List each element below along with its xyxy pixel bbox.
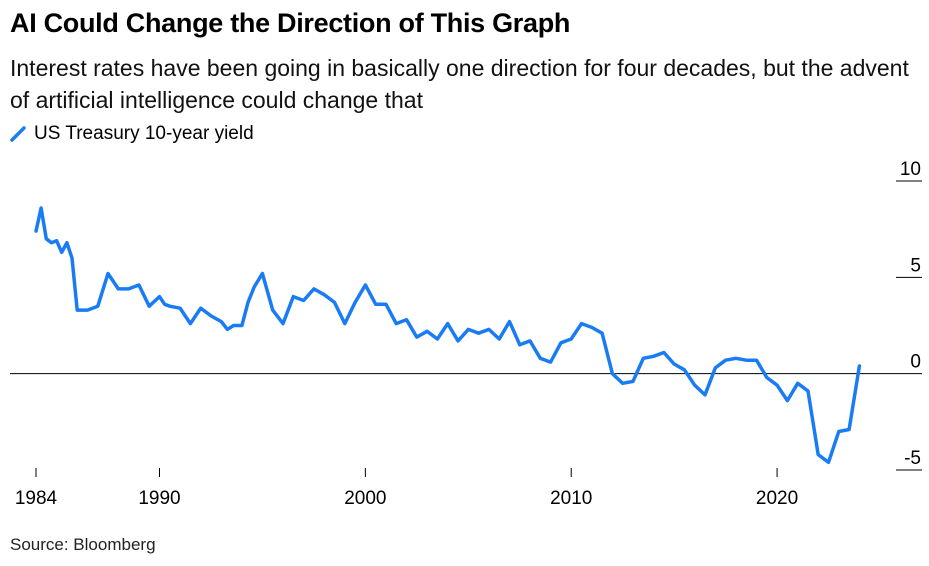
source-note: Source: Bloomberg xyxy=(10,535,156,554)
x-tick-label: 2010 xyxy=(550,488,592,509)
y-axis: 10 5 0 -5 xyxy=(896,159,922,471)
y-tick-label: 5 xyxy=(910,255,921,276)
series-line-us-treasury-10yr xyxy=(34,206,862,465)
legend: US Treasury 10-year yield xyxy=(10,123,254,145)
y-tick-label: 0 xyxy=(910,352,921,373)
y-tick-label: 10 xyxy=(900,159,921,180)
legend-swatch-icon xyxy=(10,126,26,142)
chart-subtitle: Interest rates have been going in basica… xyxy=(10,55,909,113)
x-tick-label: 1984 xyxy=(15,488,58,509)
legend-label: US Treasury 10-year yield xyxy=(34,123,254,144)
x-tick-label: 1990 xyxy=(138,488,180,509)
x-tick-label: 2020 xyxy=(756,488,798,509)
x-axis: 1984 1990 2000 2010 2020 xyxy=(15,468,798,509)
chart-title: AI Could Change the Direction of This Gr… xyxy=(10,8,571,38)
legend-swatch-line xyxy=(10,126,26,142)
x-tick-label: 2000 xyxy=(344,488,386,509)
y-tick-label: -5 xyxy=(904,448,921,469)
